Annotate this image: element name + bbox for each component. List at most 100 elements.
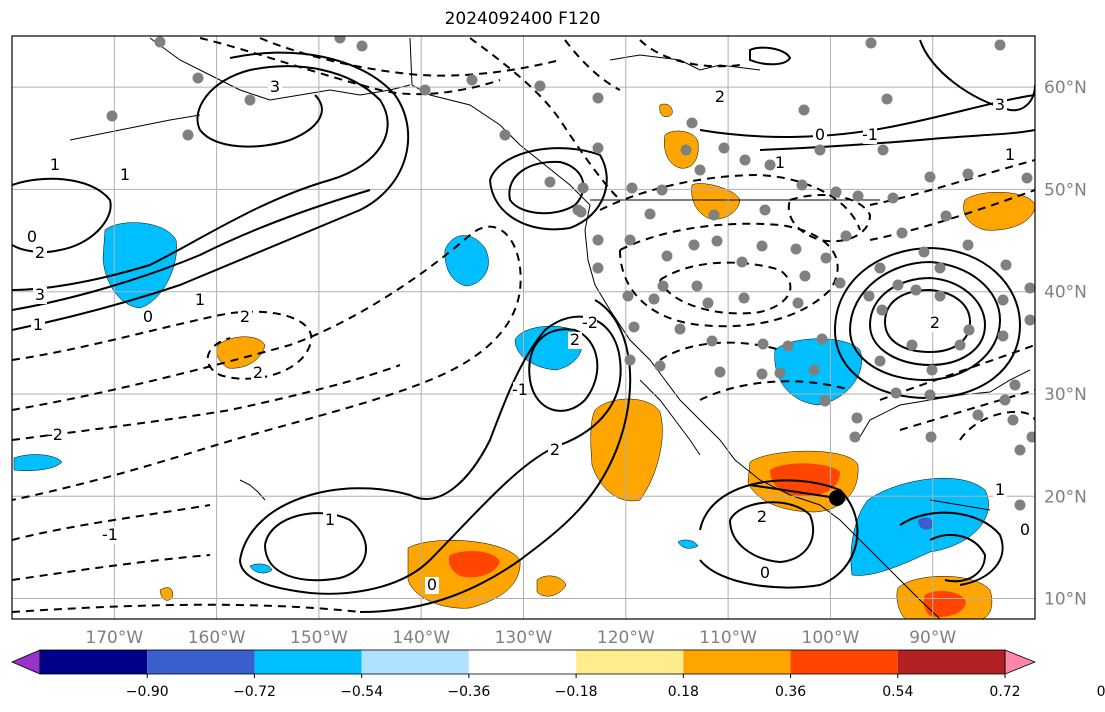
station-dot — [182, 129, 194, 141]
station-dot — [840, 230, 852, 242]
latitude-label: 10°N — [1044, 590, 1087, 610]
contour-label-bg — [33, 287, 47, 304]
contour-solid — [899, 511, 1004, 586]
contour-solid — [264, 512, 367, 582]
station-dot — [796, 179, 808, 191]
contour-dashed — [12, 603, 361, 613]
station-dot — [877, 144, 889, 156]
station-dot — [691, 280, 703, 292]
negative-anomaly-region — [13, 454, 63, 471]
station-dot — [865, 37, 877, 49]
station-dot — [994, 39, 1006, 51]
station-dot — [834, 277, 846, 289]
station-dot — [962, 239, 974, 251]
contour-label: 0 — [815, 125, 825, 144]
contour-label: 1 — [1005, 145, 1015, 164]
contour-label: 3 — [35, 285, 45, 304]
station-dot — [419, 84, 431, 96]
station-dot — [1014, 499, 1026, 511]
contour-label: 1 — [120, 165, 130, 184]
cuba — [929, 499, 991, 511]
colorbar-segment — [468, 650, 577, 674]
contour-label-bg — [1018, 522, 1032, 539]
contour-label-bg — [773, 155, 787, 172]
station-dot — [808, 364, 820, 376]
contour-dashed — [899, 389, 1035, 431]
negative-anomaly-region — [677, 539, 699, 549]
contour-dashed — [699, 380, 851, 401]
contour-dashed — [639, 39, 741, 68]
station-dot — [792, 297, 804, 309]
station-dot — [1024, 314, 1035, 326]
contour-solid — [239, 315, 622, 595]
contour-solid — [869, 276, 987, 367]
colorbar-tick-label: −0.18 — [555, 684, 598, 700]
colorbar-segment — [40, 650, 148, 674]
contour-solid — [929, 534, 987, 583]
latitude-label: 60°N — [1044, 78, 1087, 98]
station-dot — [706, 335, 718, 347]
station-dot — [718, 142, 730, 154]
contour-label-bg — [713, 89, 727, 106]
station-dot — [892, 279, 904, 291]
contour-solid — [12, 189, 371, 311]
station-dot — [192, 72, 204, 84]
contour-label: 1 — [325, 510, 335, 529]
positive-anomaly-region — [536, 575, 567, 597]
station-dot — [1009, 379, 1021, 391]
station-dot — [759, 204, 771, 216]
map-title: 2024092400 F120 — [444, 9, 601, 29]
station-dot — [657, 280, 669, 292]
colorbar: −0.90 −0.72 −0.54 −0.36 −0.18 0.18 0.36 0.54 0.7… — [10, 649, 1105, 700]
contour-dashed — [869, 159, 1035, 206]
station-dot — [954, 339, 966, 351]
contour-label-bg — [993, 97, 1007, 114]
contour-solid — [12, 51, 410, 331]
station-dot — [756, 368, 768, 380]
positive-anomaly-region — [659, 103, 673, 117]
station-dot — [972, 409, 984, 421]
colorbar-segment — [147, 650, 255, 674]
contour-label-bg — [238, 309, 252, 326]
contour-label: 2 — [930, 313, 940, 332]
contour-dashed — [12, 504, 211, 541]
contour-label-bg — [928, 315, 942, 332]
contour-label-bg — [48, 427, 62, 444]
north-america-coastline — [409, 37, 941, 619]
station-dot — [466, 74, 478, 86]
station-dot — [774, 367, 786, 379]
contour-label-bg — [548, 442, 562, 459]
station-dot — [577, 182, 589, 194]
station-dot — [962, 168, 974, 180]
station-dot — [906, 339, 918, 351]
contour-label: 0 — [760, 563, 770, 582]
hudson-bay — [609, 54, 761, 71]
station-dot — [534, 80, 546, 92]
contour-label: 0 — [1020, 520, 1030, 539]
station-dot — [830, 186, 842, 198]
station-dot — [575, 206, 587, 218]
latitude-label: 20°N — [1044, 487, 1087, 507]
contour-label-bg — [813, 127, 827, 144]
contour-dashed — [12, 554, 211, 581]
longitude-label: 160°W — [188, 628, 246, 648]
station-dot — [680, 144, 692, 156]
contour-label-bg — [758, 565, 772, 582]
baja-california — [639, 379, 701, 456]
station-dot — [628, 321, 640, 333]
contour-dashed — [12, 225, 522, 501]
station-dot — [963, 324, 975, 336]
contour-label: 1 — [33, 315, 43, 334]
station-dot — [592, 262, 604, 274]
station-dot — [592, 92, 604, 104]
colorbar-segment — [790, 650, 898, 674]
contour-label: 1 — [195, 290, 205, 309]
station-dot — [820, 252, 832, 264]
contour-label-bg — [25, 229, 39, 246]
colorbar-segment — [361, 650, 469, 674]
contour-label: 1 — [775, 153, 785, 172]
contour-dashed — [619, 222, 839, 328]
station-dot — [688, 239, 700, 251]
station-dot — [999, 394, 1011, 406]
